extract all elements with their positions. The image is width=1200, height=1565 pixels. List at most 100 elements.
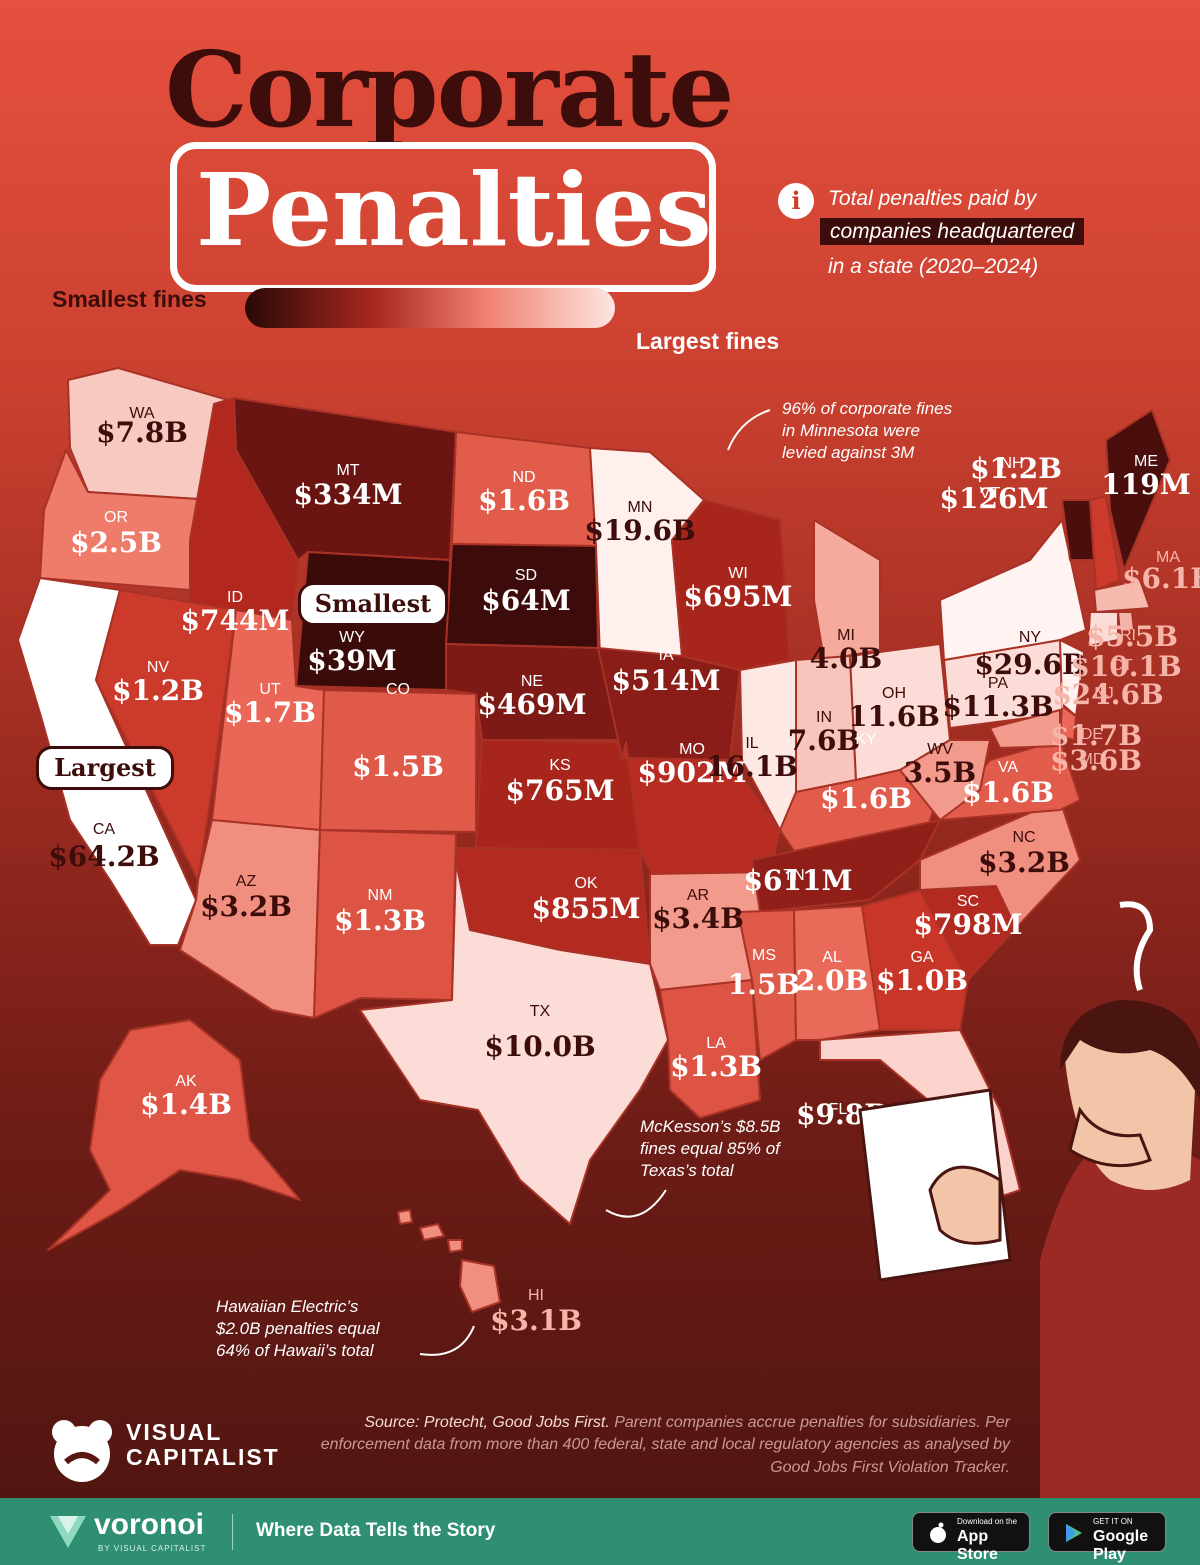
state-value-KY: $1.6B: [820, 782, 912, 815]
voronoi-logo-icon: [50, 1516, 86, 1548]
state-value-IN: 7.6B: [788, 724, 860, 757]
state-abbr-AR: AR: [687, 887, 709, 904]
google-play-icon: [1066, 1524, 1082, 1542]
state-value-AR: $3.4B: [652, 902, 744, 935]
subtitle-line-3: in a state (2020–2024): [828, 255, 1039, 278]
state-abbr-IN: IN: [816, 709, 832, 726]
state-abbr-PA: PA: [988, 675, 1008, 692]
state-abbr-ND: ND: [512, 469, 535, 486]
hawaii-note-line: $2.0B penalties equal: [216, 1319, 380, 1339]
state-value-ME: 119M: [1101, 468, 1190, 501]
state-value-RI: $5.5B: [1086, 620, 1178, 653]
state-WV: [899, 739, 991, 821]
state-value-NM: $1.3B: [334, 904, 426, 937]
brand-line: VISUAL: [126, 1419, 223, 1445]
state-value-SD: $64M: [481, 584, 570, 617]
state-value-CO: $1.5B: [352, 750, 444, 783]
state-value-ID: $744M: [181, 604, 290, 637]
state-NH: [1089, 495, 1121, 591]
state-abbr-MT: MT: [336, 462, 359, 479]
hawaii-note-line: Hawaiian Electric’s: [216, 1297, 359, 1316]
state-abbr-OR: OR: [104, 509, 128, 526]
state-value-UT: $1.7B: [224, 696, 316, 729]
state-value-WY: $39M: [307, 644, 396, 677]
state-abbr-CT: CT: [1111, 657, 1133, 674]
state-abbr-AK: AK: [175, 1073, 197, 1090]
state-value-NJ: $24.6B: [1052, 678, 1163, 711]
state-TX: [359, 861, 669, 1225]
state-abbr-WI: WI: [728, 565, 748, 582]
minnesota-note-line: in Minnesota were: [782, 421, 920, 441]
state-abbr-MO: MO: [679, 741, 705, 758]
state-abbr-VA: VA: [998, 759, 1018, 776]
state-value-MA: $6.1B: [1122, 562, 1200, 595]
state-abbr-SD: SD: [515, 567, 537, 584]
state-WI: [671, 499, 791, 671]
largest-tag: Largest: [36, 746, 174, 790]
state-value-CA: $64.2B: [48, 840, 159, 873]
state-RI: [1117, 611, 1135, 633]
state-AK: [47, 1019, 301, 1251]
state-CT: [1087, 611, 1119, 647]
state-abbr-AZ: AZ: [236, 873, 257, 890]
state-value-ND: $1.6B: [478, 484, 570, 517]
state-abbr-DE: DE: [1081, 726, 1103, 743]
legend-color-ramp: [245, 288, 615, 328]
google-play-button[interactable]: GET IT ON Google Play: [1048, 1512, 1166, 1563]
state-value-VA: $1.6B: [962, 776, 1054, 809]
state-abbr-NH: NH: [1000, 455, 1023, 472]
texas-note-line: McKesson’s $8.5B: [640, 1117, 781, 1136]
state-abbr-NM: NM: [368, 887, 393, 904]
google-play-label: Google Play: [1093, 1528, 1149, 1563]
state-abbr-MA: MA: [1156, 549, 1180, 566]
state-value-NE: $469M: [478, 688, 587, 721]
source-note: Source: Protecht, Good Jobs First. Paren…: [300, 1412, 1010, 1479]
state-value-MI: 4.0B: [810, 642, 882, 675]
arrow-texas-note: [605, 1189, 667, 1218]
hawaii-note: Hawaiian Electric’s $2.0B penalties equa…: [216, 1296, 380, 1362]
state-abbr-SC: SC: [957, 893, 979, 910]
state-abbr-RI: RI: [1120, 627, 1136, 644]
texas-note: McKesson’s $8.5B fines equal 85% of Texa…: [640, 1116, 780, 1182]
legend-smallest-label: Smallest fines: [52, 286, 207, 312]
us-map: WA$7.8BOR$2.5BCA$64.2BID$744MNV$1.2BMT$3…: [17, 367, 1200, 1498]
state-value-NH: $1.2B: [970, 452, 1062, 485]
state-abbr-MI: MI: [837, 627, 855, 644]
state-abbr-HI: HI: [528, 1287, 544, 1304]
state-value-PA: $11.3B: [942, 690, 1053, 723]
state-value-TX: $10.0B: [484, 1030, 595, 1063]
state-abbr-NV: NV: [147, 659, 170, 676]
arrow-hawaii-note: [419, 1325, 475, 1356]
state-AL: [793, 905, 881, 1041]
state-abbr-MD: MD: [1080, 751, 1105, 768]
state-abbr-NC: NC: [1012, 829, 1035, 846]
state-abbr-CO: CO: [386, 681, 410, 698]
app-store-small: Download on the: [957, 1517, 1018, 1526]
state-abbr-ID: ID: [227, 589, 243, 606]
state-abbr-TX: TX: [530, 1003, 551, 1020]
state-value-LA: $1.3B: [670, 1050, 762, 1083]
state-MD: [989, 709, 1061, 749]
minnesota-note-line: levied against 3M: [782, 443, 915, 463]
state-abbr-LA: LA: [706, 1035, 726, 1052]
state-NV: [95, 589, 237, 881]
brand-line: CAPITALIST: [126, 1444, 280, 1471]
state-abbr-OH: OH: [882, 685, 906, 702]
state-value-VT: $126M: [940, 482, 1049, 515]
state-abbr-IL: IL: [745, 735, 758, 752]
state-abbr-AL: AL: [822, 949, 842, 966]
minnesota-note-line: 96% of corporate fines: [782, 399, 953, 418]
voronoi-subtitle: BY VISUAL CAPITALIST: [98, 1544, 207, 1553]
footer-divider: [232, 1514, 233, 1550]
source-lead: Source: Protecht, Good Jobs First.: [364, 1414, 610, 1431]
state-ME: [1105, 409, 1171, 571]
app-store-button[interactable]: Download on the App Store: [912, 1512, 1030, 1563]
state-abbr-TN: TN: [783, 867, 804, 884]
state-value-AL: 2.0B: [796, 964, 868, 997]
state-value-IL: 16.1B: [706, 750, 798, 783]
title-line-2: Penalties: [196, 151, 712, 269]
state-MS: [737, 909, 797, 1061]
state-abbr-MN: MN: [628, 499, 653, 516]
state-NY: [939, 519, 1087, 661]
